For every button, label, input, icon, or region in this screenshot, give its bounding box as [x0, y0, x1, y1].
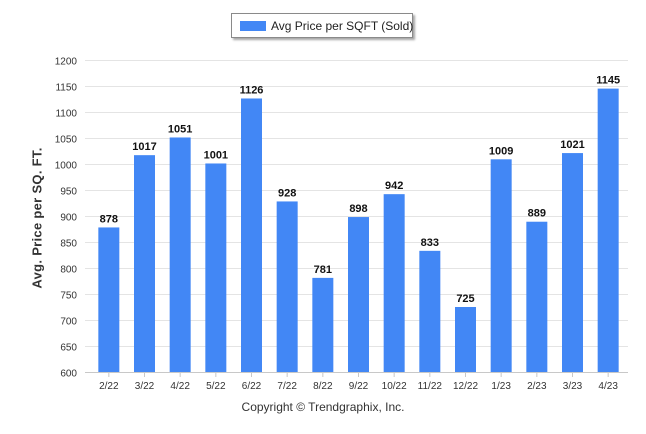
- bar: [205, 163, 227, 372]
- x-tick-label: 3/23: [563, 381, 583, 392]
- data-label: 889: [528, 208, 546, 220]
- x-tick-label: 5/22: [206, 381, 226, 392]
- data-label: 1021: [560, 139, 584, 151]
- data-label: 1145: [596, 75, 620, 87]
- y-tick-label: 800: [60, 265, 77, 276]
- data-label: 781: [314, 264, 332, 276]
- x-tick-label: 1/23: [491, 381, 511, 392]
- data-label: 878: [100, 213, 118, 225]
- bar: [134, 155, 155, 372]
- legend-label: Avg Price per SQFT (Sold): [271, 19, 414, 33]
- data-label: 942: [385, 180, 403, 192]
- data-label: 833: [421, 237, 439, 249]
- bar: [276, 201, 298, 372]
- bar: [312, 277, 334, 372]
- x-tick-label: 4/23: [598, 381, 618, 392]
- y-tick-label: 700: [60, 317, 77, 328]
- y-tick-label: 1150: [55, 83, 77, 94]
- x-tick-label: 10/22: [382, 381, 407, 392]
- bar: [383, 194, 405, 372]
- data-label: 928: [278, 187, 296, 199]
- y-tick-label: 1050: [55, 135, 78, 146]
- x-tick-label: 2/23: [527, 381, 547, 392]
- data-label: 725: [456, 293, 474, 305]
- y-tick-label: 900: [60, 213, 77, 224]
- x-tick-label: 4/22: [170, 381, 190, 392]
- data-label: 1009: [489, 145, 513, 157]
- bar: [490, 159, 512, 372]
- bar: [348, 217, 369, 372]
- legend-swatch: [240, 21, 266, 31]
- y-axis-label: Avg. Price per SQ. FT.: [29, 147, 45, 289]
- x-tick-label: 2/22: [99, 381, 119, 392]
- y-tick-label: 1200: [55, 57, 78, 68]
- y-tick-label: 600: [60, 369, 77, 380]
- x-tick-label: 9/22: [349, 381, 369, 392]
- x-tick-label: 12/22: [453, 381, 478, 392]
- bar: [98, 227, 120, 372]
- data-label: 1126: [240, 84, 264, 96]
- y-tick-label: 1100: [55, 109, 77, 120]
- copyright-footer: Copyright © Trendgraphix, Inc.: [241, 400, 405, 414]
- x-tick-label: 3/22: [135, 381, 155, 392]
- bar: [241, 98, 262, 372]
- bar: [169, 137, 191, 372]
- data-label: 898: [349, 203, 367, 215]
- bar: [419, 250, 441, 372]
- x-tick-label: 6/22: [242, 381, 262, 392]
- y-tick-label: 1000: [55, 161, 78, 172]
- x-tick-label: 7/22: [277, 381, 297, 392]
- x-tick-label: 8/22: [313, 381, 333, 392]
- x-tick-label: 11/22: [418, 381, 443, 392]
- legend: Avg Price per SQFT (Sold): [231, 13, 413, 38]
- bar: [597, 88, 619, 372]
- bar: [526, 221, 548, 372]
- data-label: 1017: [132, 141, 156, 153]
- bar: [562, 153, 583, 372]
- y-tick-label: 750: [60, 291, 77, 302]
- data-label: 1001: [204, 149, 228, 161]
- y-tick-label: 850: [60, 239, 77, 250]
- y-tick-label: 950: [60, 187, 77, 198]
- data-label: 1051: [168, 123, 192, 135]
- y-tick-label: 650: [60, 343, 77, 354]
- bar: [455, 307, 476, 372]
